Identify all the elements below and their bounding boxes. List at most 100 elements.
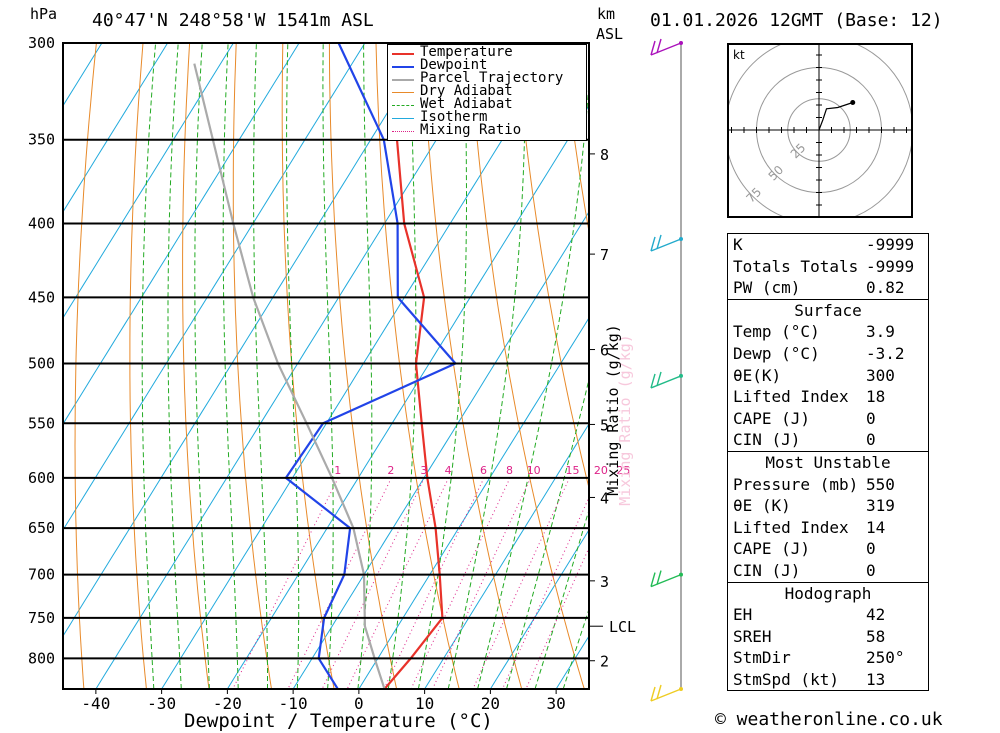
pressure-unit-label: hPa bbox=[30, 5, 58, 23]
index-value: -3.2 bbox=[866, 343, 905, 363]
index-label: Lifted Index bbox=[733, 387, 849, 407]
km-tick-label: 6 bbox=[600, 342, 609, 360]
wind-barb-flag bbox=[656, 234, 662, 250]
legend-parcel-trajectory: Parcel Trajectory bbox=[420, 70, 564, 86]
wet-adiabat-line bbox=[387, 43, 417, 689]
isotherm-line bbox=[63, 43, 234, 319]
legend-swatch-isotherm bbox=[392, 118, 414, 119]
section-hodograph-title: Hodograph bbox=[728, 581, 928, 605]
index-label: K bbox=[733, 235, 743, 254]
index-value: 300 bbox=[866, 365, 895, 385]
wind-barb-flag bbox=[656, 38, 662, 54]
forecast-datetime: 01.01.2026 12GMT (Base: 12) bbox=[650, 10, 943, 31]
wind-barb-shaft bbox=[650, 375, 682, 389]
mu-row-cape: CAPE (J) 0 bbox=[728, 538, 928, 560]
mixing-ratio-axis-title: Mixing Ratio (g/kg) bbox=[604, 324, 622, 496]
index-value: -9999 bbox=[866, 235, 915, 254]
series-dewpoint bbox=[284, 43, 458, 689]
wind-barb-shaft bbox=[650, 573, 682, 588]
wet-adiabat-line bbox=[222, 43, 239, 689]
series-parcel-trajectory bbox=[193, 63, 386, 689]
mixing-ratio-line bbox=[383, 477, 485, 689]
x-tick-label: -10 bbox=[279, 694, 308, 713]
index-value: 550 bbox=[866, 474, 895, 494]
legend-swatch-parcel bbox=[392, 79, 414, 81]
plot-frame bbox=[62, 42, 590, 690]
legend-dry-adiabat: Dry Adiabat bbox=[420, 83, 513, 99]
index-label: CAPE (J) bbox=[733, 408, 811, 428]
wind-barb-flag bbox=[656, 570, 662, 585]
mixing-ratio-line bbox=[502, 496, 589, 689]
wet-adiabat-line bbox=[322, 43, 334, 689]
mixing-ratio-label: 20 bbox=[594, 464, 608, 477]
wind-barb-flag bbox=[650, 686, 656, 702]
index-value: 0 bbox=[866, 560, 876, 580]
pressure-tick-label: 800 bbox=[28, 649, 55, 667]
x-tick-label: 10 bbox=[415, 694, 434, 713]
height-ref-label: ASL bbox=[596, 25, 624, 43]
surface-row-cape: CAPE (J) 0 bbox=[728, 408, 928, 430]
wet-adiabat-line bbox=[194, 43, 210, 689]
hodo-row-stmdir: StmDir 250° bbox=[728, 647, 928, 669]
index-label: CAPE (J) bbox=[733, 539, 811, 559]
index-value: 42 bbox=[866, 605, 886, 625]
index-label: CIN (J) bbox=[733, 560, 801, 580]
mixing-ratio-label: 10 bbox=[527, 464, 541, 477]
x-tick-label: 30 bbox=[546, 694, 565, 713]
legend-dewpoint: Dewpoint bbox=[420, 57, 488, 73]
index-label: θE (K) bbox=[733, 496, 791, 516]
index-row-totals: Totals Totals -9999 bbox=[728, 256, 928, 278]
mixing-ratio-line bbox=[472, 477, 570, 689]
hodograph-ring-label: 75 bbox=[744, 185, 765, 206]
series-temperature bbox=[383, 43, 444, 689]
wet-adiabat-line bbox=[357, 43, 373, 689]
index-value: 3.9 bbox=[866, 322, 895, 342]
mixing-ratio-label: 25 bbox=[616, 464, 630, 477]
pressure-tick-label: 750 bbox=[28, 609, 55, 627]
pressure-tick-label: 400 bbox=[28, 214, 55, 232]
index-value: 14 bbox=[866, 517, 886, 537]
index-label: StmSpd (kt) bbox=[733, 669, 839, 689]
wind-barb-flag bbox=[656, 684, 662, 700]
index-value: 0 bbox=[866, 408, 876, 428]
section-surface-title: Surface bbox=[728, 298, 928, 322]
wet-adiabat-line bbox=[286, 43, 300, 689]
surface-row-cin: CIN (J) 0 bbox=[728, 429, 928, 451]
indices-table: K -9999 Totals Totals -9999 PW (cm) 0.82 Su… bbox=[727, 233, 929, 692]
hodo-row-sreh: SREH 58 bbox=[728, 626, 928, 648]
x-tick-label: -40 bbox=[81, 694, 110, 713]
km-tick-label: 5 bbox=[600, 416, 609, 434]
x-tick-label: 0 bbox=[354, 694, 364, 713]
wet-adiabat-line bbox=[141, 43, 157, 689]
index-label: PW (cm) bbox=[733, 278, 801, 298]
hodo-row-stmspd: StmSpd (kt) 13 bbox=[728, 669, 928, 691]
index-value: 58 bbox=[866, 626, 886, 646]
wind-barb-flag bbox=[656, 371, 662, 387]
index-value: 250° bbox=[866, 648, 905, 668]
index-value: 13 bbox=[866, 669, 886, 689]
index-row-k: K -9999 bbox=[728, 234, 928, 256]
index-label: SREH bbox=[733, 626, 772, 646]
wind-barb-flag bbox=[650, 373, 656, 389]
chart-title: 40°47'N 248°58'W 1541m ASL bbox=[92, 10, 374, 31]
km-tick-label: 7 bbox=[600, 246, 609, 264]
pressure-tick-label: 700 bbox=[28, 566, 55, 584]
mixing-ratio-label: 1 bbox=[334, 464, 341, 477]
isotherm-line bbox=[63, 43, 300, 425]
surface-row-lifted-index: Lifted Index 18 bbox=[728, 386, 928, 408]
pressure-tick-label: 300 bbox=[28, 34, 55, 52]
km-tick-label: 2 bbox=[600, 653, 609, 671]
section-most-unstable-title: Most Unstable bbox=[728, 450, 928, 474]
index-value: 18 bbox=[866, 387, 886, 407]
copyright-notice[interactable]: © weatheronline.co.uk bbox=[715, 709, 943, 730]
wet-adiabat-line bbox=[253, 43, 268, 689]
lcl-label: LCL bbox=[609, 618, 636, 636]
x-tick-label: -30 bbox=[147, 694, 176, 713]
mu-row-pressure: Pressure (mb) 550 bbox=[728, 474, 928, 496]
index-label: Lifted Index bbox=[733, 517, 849, 537]
legend-swatch-temperature bbox=[392, 53, 414, 55]
mixing-ratio-label: 6 bbox=[480, 464, 487, 477]
km-tick-label: 4 bbox=[600, 489, 609, 507]
